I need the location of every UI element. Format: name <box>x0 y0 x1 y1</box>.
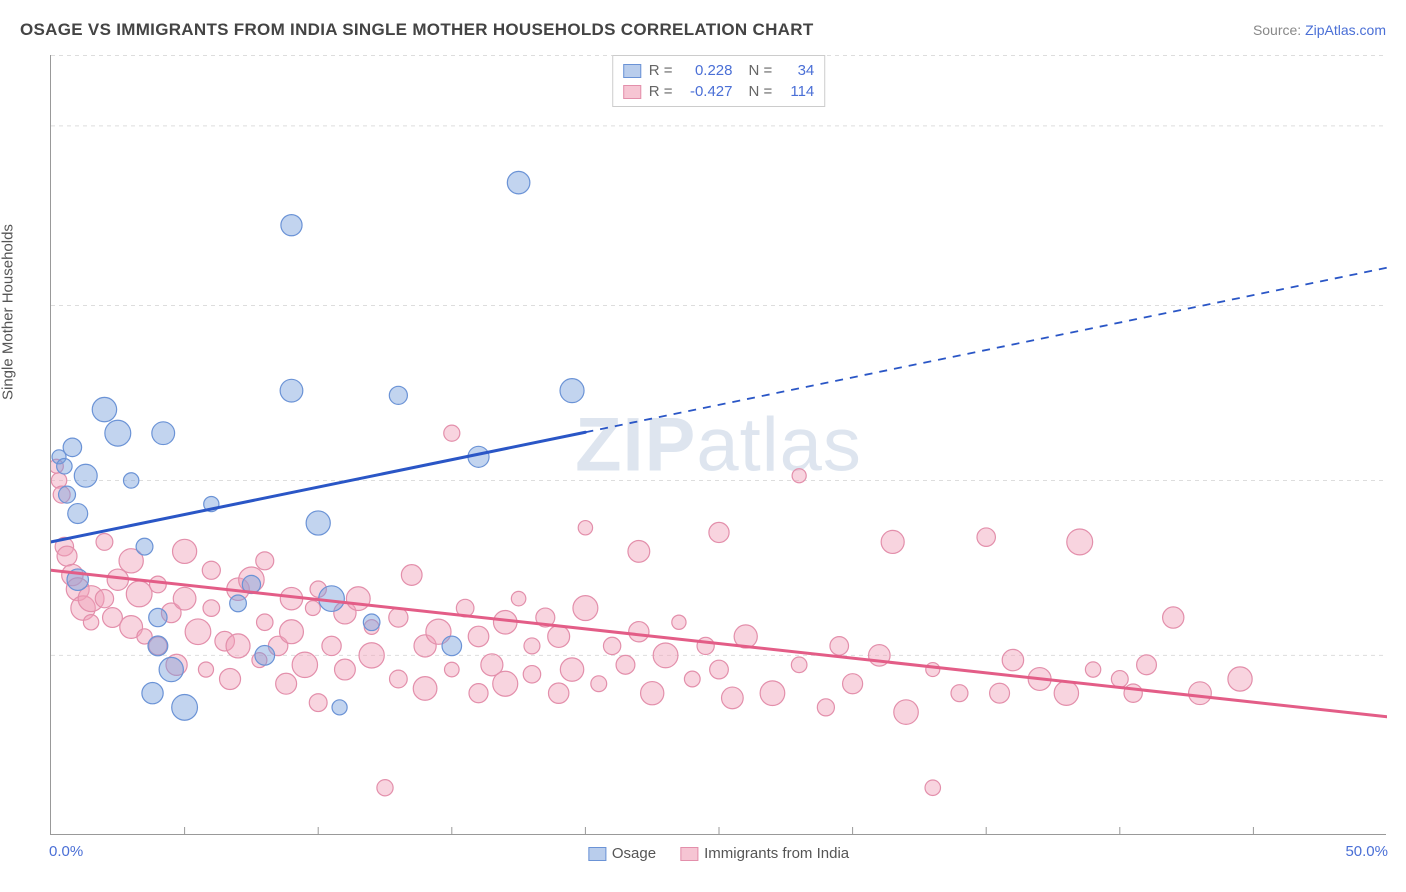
y-tick-label: 7.5% <box>1390 472 1406 489</box>
y-tick-label: 11.2% <box>1390 297 1406 314</box>
source-link[interactable]: ZipAtlas.com <box>1305 22 1386 38</box>
n-label: N = <box>749 83 773 100</box>
r-label: R = <box>649 62 673 79</box>
y-axis-label: Single Mother Households <box>0 224 17 400</box>
bottom-legend-osage-label: Osage <box>612 845 656 862</box>
bottom-legend-osage: Osage <box>588 845 656 862</box>
x-min-label: 0.0% <box>49 843 83 860</box>
bottom-legend: Osage Immigrants from India <box>588 845 849 862</box>
chart-title: OSAGE VS IMMIGRANTS FROM INDIA SINGLE MO… <box>20 20 814 40</box>
correlation-legend: R = 0.228 N = 34 R = -0.427 N = 114 <box>612 55 826 107</box>
bottom-legend-india-label: Immigrants from India <box>704 845 849 862</box>
swatch-osage <box>623 64 641 78</box>
legend-row-osage: R = 0.228 N = 34 <box>623 60 815 81</box>
y-tick-label: 15.0% <box>1390 117 1406 134</box>
source-attribution: Source: ZipAtlas.com <box>1253 22 1386 38</box>
title-bar: OSAGE VS IMMIGRANTS FROM INDIA SINGLE MO… <box>20 20 1386 40</box>
n-value-osage: 34 <box>780 62 814 79</box>
plot-area: ZIPatlas R = 0.228 N = 34 R = -0.427 N =… <box>50 55 1386 835</box>
swatch-india-bottom <box>680 847 698 861</box>
r-label: R = <box>649 83 673 100</box>
scatter-chart <box>51 55 1387 835</box>
x-max-label: 50.0% <box>1345 843 1388 860</box>
chart-container: OSAGE VS IMMIGRANTS FROM INDIA SINGLE MO… <box>0 0 1406 892</box>
bottom-legend-india: Immigrants from India <box>680 845 849 862</box>
legend-row-india: R = -0.427 N = 114 <box>623 81 815 102</box>
n-value-india: 114 <box>780 83 814 100</box>
source-prefix: Source: <box>1253 22 1305 38</box>
r-value-india: -0.427 <box>681 83 733 100</box>
r-value-osage: 0.228 <box>681 62 733 79</box>
y-tick-label: 3.8% <box>1390 647 1406 664</box>
swatch-india <box>623 85 641 99</box>
swatch-osage-bottom <box>588 847 606 861</box>
n-label: N = <box>749 62 773 79</box>
plot-wrap: ZIPatlas R = 0.228 N = 34 R = -0.427 N =… <box>50 55 1386 835</box>
